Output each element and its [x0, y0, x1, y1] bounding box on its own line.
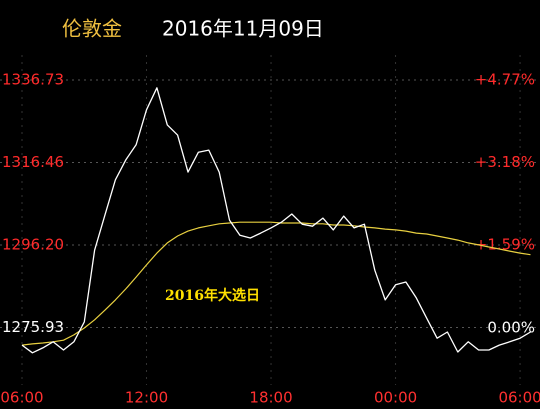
chart-subtitle: 2016年11月09日: [162, 17, 324, 41]
annotation: 2016年大选日: [165, 287, 260, 304]
chart-title: 伦敦金: [62, 17, 122, 41]
x-tick-label: 06:00: [0, 389, 43, 407]
y-tick-label: 1336.73: [2, 70, 64, 88]
y2-tick-label: 0.00%: [487, 318, 535, 336]
y2-tick-label: +3.18%: [475, 153, 535, 171]
y2-tick-label: +1.59%: [475, 236, 535, 254]
series-line: [21, 87, 531, 354]
series-line: [21, 221, 531, 346]
y-tick-label: 1296.20: [2, 235, 64, 253]
x-tick-label: 00:00: [374, 389, 417, 407]
x-tick-label: 06:00: [498, 389, 540, 407]
y-tick-label: 1275.93: [2, 318, 64, 336]
y-tick-label: 1316.46: [2, 153, 64, 171]
x-tick-label: 12:00: [125, 389, 168, 407]
y2-tick-label: +4.77%: [475, 70, 535, 88]
x-tick-label: 18:00: [249, 389, 292, 407]
